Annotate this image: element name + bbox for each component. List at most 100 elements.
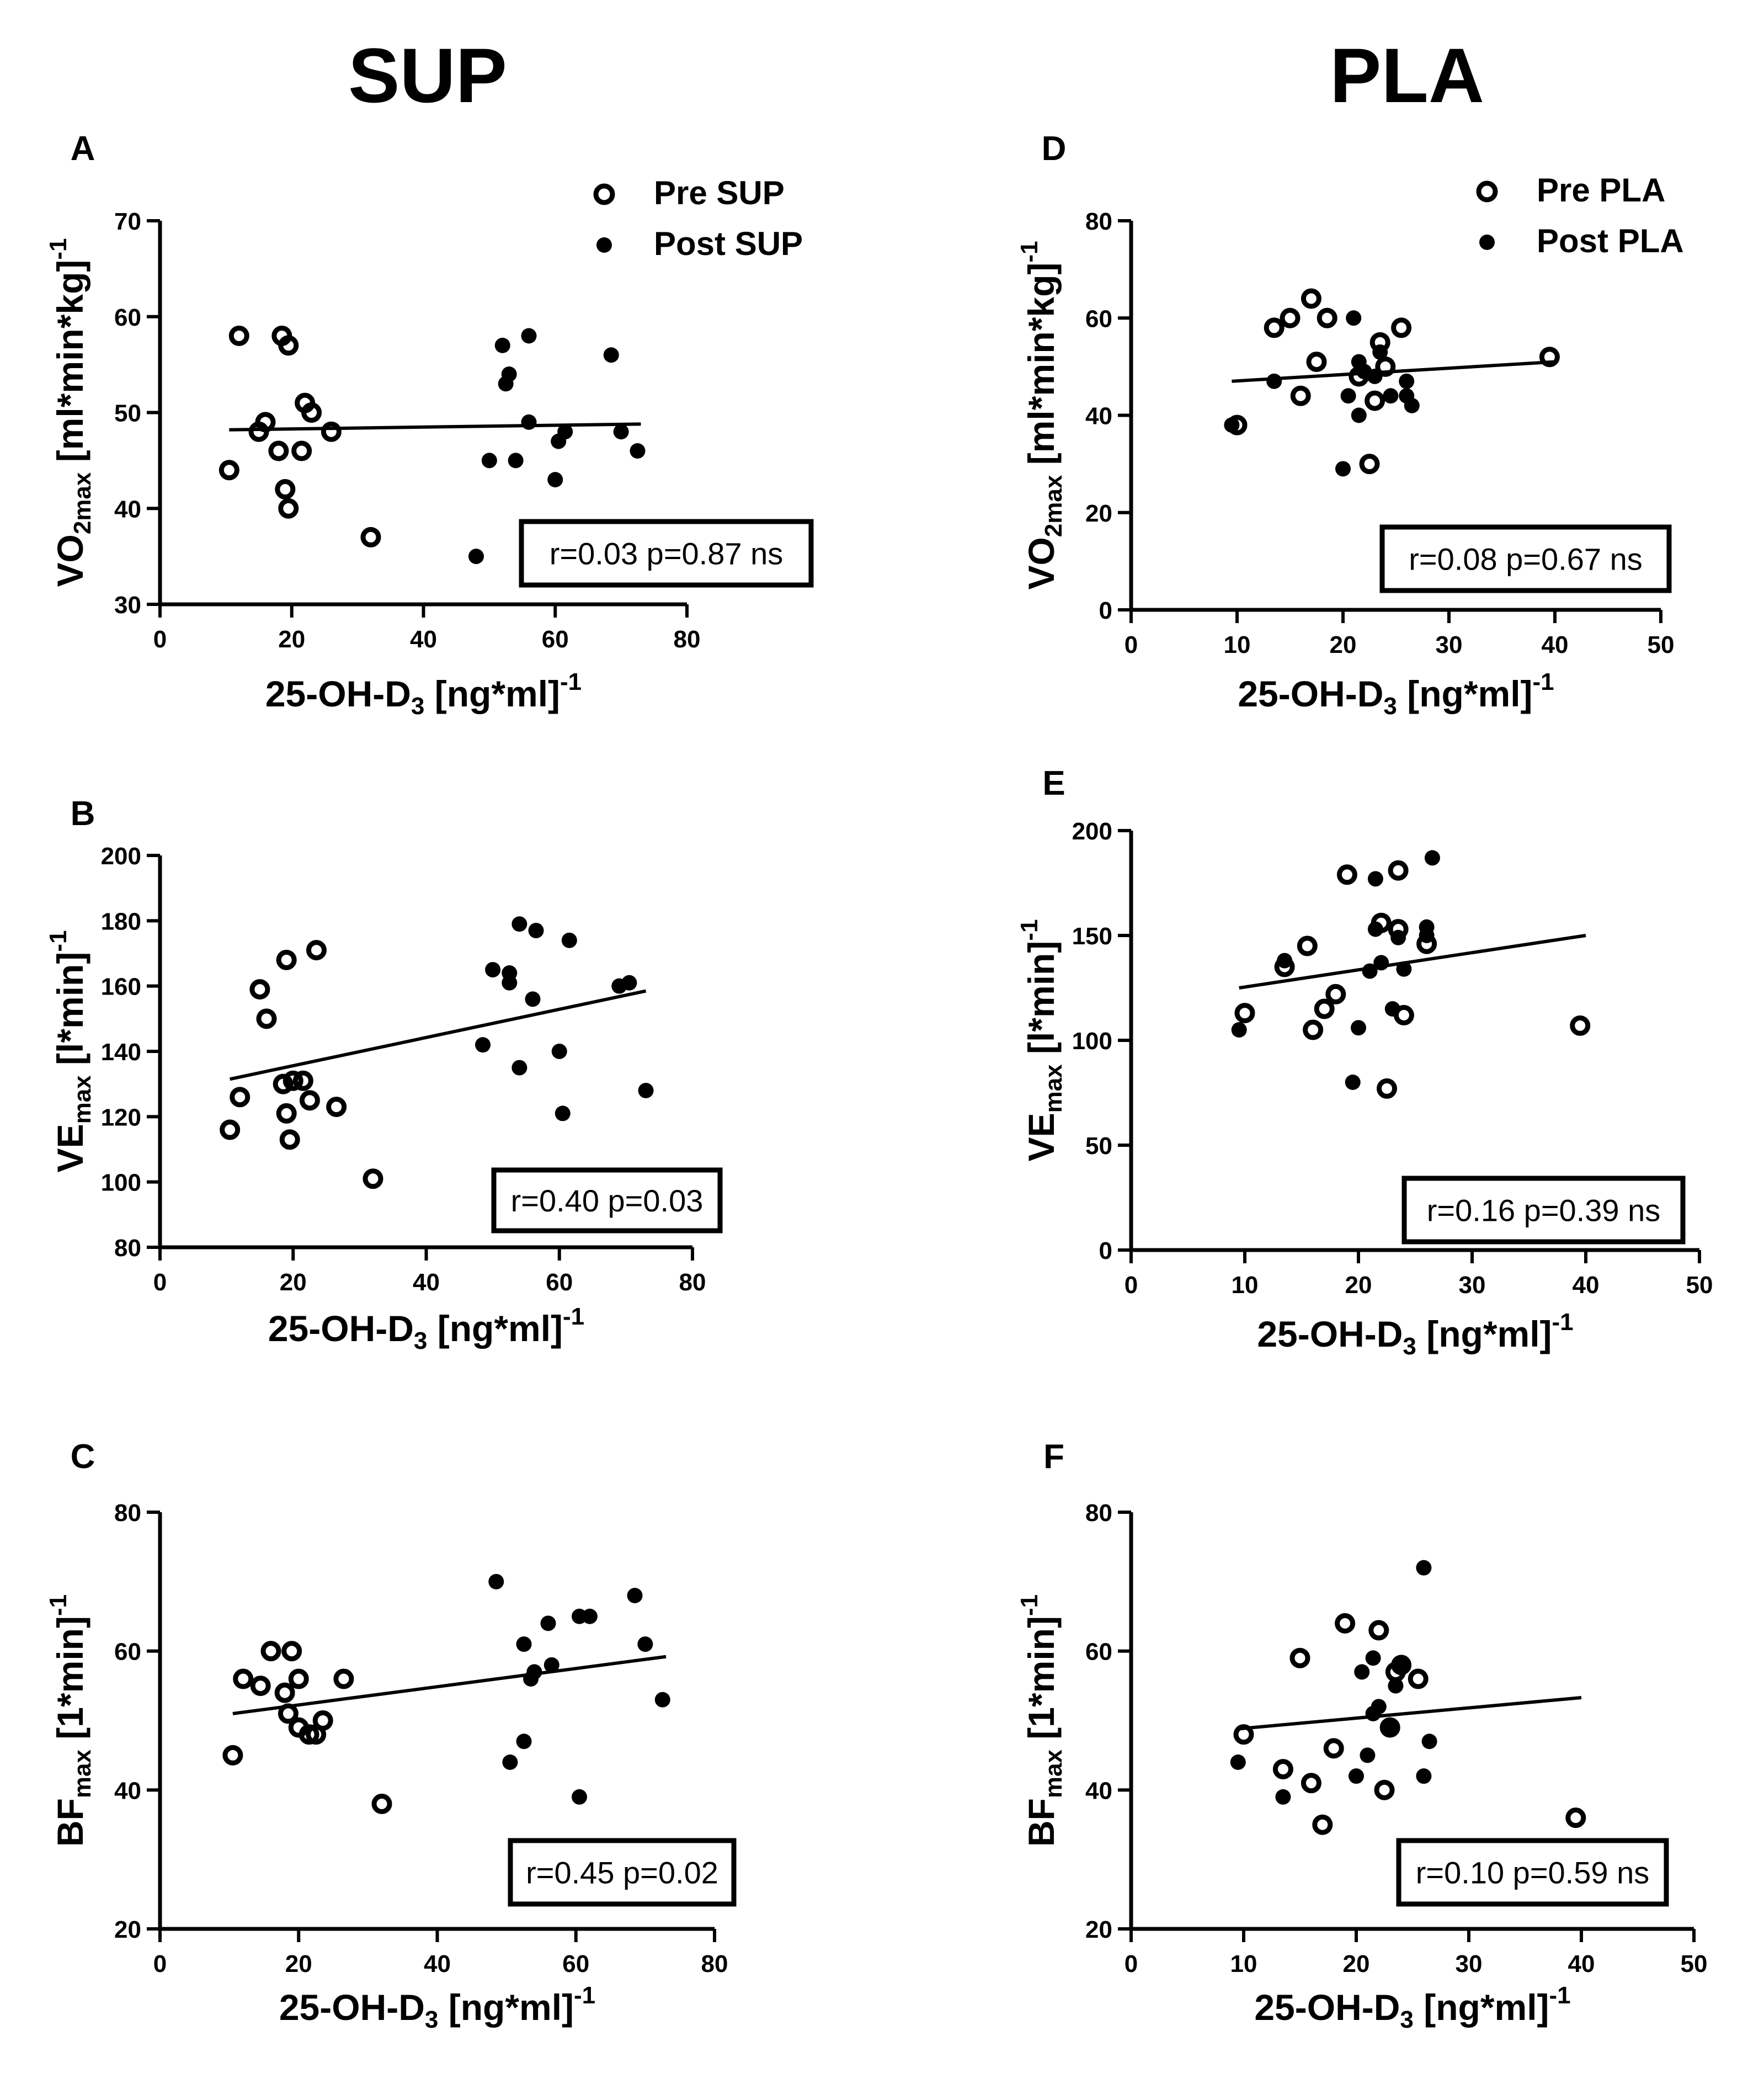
data-point-filled [501,366,517,382]
data-point-filled [561,932,577,948]
data-point-filled [475,1037,491,1053]
x-tick-label: 10 [1224,631,1251,658]
data-point-open [306,940,327,961]
stat-text: r=0.10 p=0.59 ns [1416,1855,1649,1890]
y-tick-label: 40 [114,496,141,523]
y-axis-label-main: VO [1021,537,1062,589]
x-tick-label: 80 [701,1950,728,1977]
y-axis-label-superscript: -1 [45,1594,72,1616]
data-point-open [321,421,342,442]
data-point-open [301,402,322,423]
data-point-open [1289,1647,1310,1668]
y-axis-label-main: BF [50,1798,90,1847]
data-point-filled [526,1664,542,1680]
data-point-open [1280,307,1301,328]
x-axis-label-subscript: 3 [1400,2006,1413,2033]
data-point-open [255,412,276,433]
data-point-filled [1372,344,1388,360]
x-tick-label: 80 [679,1269,706,1296]
y-axis-label-subscript: max [69,1750,96,1799]
legend-marker-open [1476,180,1498,203]
data-point-open [283,1070,303,1091]
y-tick-label: 30 [114,592,141,619]
y-axis-label-superscript: -1 [45,931,72,952]
y-axis-label: VO2max [ml*min*kg]-1 [1016,241,1067,589]
data-point-open [299,1090,320,1111]
y-tick-label: 20 [1085,1916,1112,1943]
x-axis-label-superscript: -1 [563,1303,584,1330]
x-axis-label-text: [ng*ml] [1397,673,1533,714]
x-tick-label: 20 [278,626,305,653]
panel-e: E 0 10 20 30 40 50 0 50 100 150 200 25-OH-D3 [ng*ml]… [1016,764,1713,1360]
data-point-filled [1371,1699,1387,1715]
data-point-open [274,1682,295,1703]
x-axis-label: 25-OH-D3 [ng*ml]-1 [1254,1982,1570,2033]
x-tick-label: 30 [1459,1272,1486,1299]
data-point-filled [603,347,619,363]
data-point-open [371,1794,392,1814]
x-axis-label-superscript: -1 [574,1982,595,2009]
y-tick-label: 40 [1085,403,1112,430]
x-axis-label: 25-OH-D3 [ng*ml]-1 [265,668,582,720]
y-tick-label: 0 [1099,597,1112,624]
y-axis-label-main: VE [1021,1113,1062,1161]
y-tick-label: 150 [1072,923,1112,950]
series-pre-sup [220,940,383,1189]
data-point-filled [468,549,484,565]
data-point-open [228,326,249,346]
y-axis-label-text: [ml*min*kg] [50,260,90,472]
x-axis-label-main: 25-OH-D [265,673,411,714]
y-tick-label: 100 [1072,1028,1112,1055]
data-point-open [1336,864,1357,885]
data-point-open [1374,1779,1395,1800]
x-axis-label-superscript: -1 [1533,668,1554,695]
data-point-filled [1396,961,1412,977]
data-point-filled [1388,1678,1404,1694]
data-point-open [256,1008,277,1029]
panel-label: E [1042,764,1065,802]
data-point-open [273,1073,294,1094]
data-point-filled [1335,461,1351,477]
data-point-filled [1382,1720,1398,1736]
x-axis-label: 25-OH-D3 [ng*ml]-1 [279,1982,595,2033]
data-point-open [1325,983,1346,1004]
data-point-open [276,949,297,970]
data-point-open [249,979,270,1000]
data-point-filled [1346,310,1362,326]
data-point-filled [1393,1657,1409,1673]
legend-marker-open [593,183,615,205]
data-point-open [1565,1807,1586,1828]
data-point-open [220,1119,241,1140]
x-tick-label: 30 [1456,1950,1483,1977]
x-axis-label-text: [ng*ml] [424,673,560,714]
y-axis-label: BFmax [1*min]-1 [45,1594,96,1847]
x-tick-label: 0 [153,1950,167,1977]
data-point-open [1233,1724,1254,1745]
series-post-pla [1224,310,1420,477]
x-tick-label: 50 [1648,631,1675,658]
data-point-open [278,335,299,356]
data-point-open [1323,1738,1344,1759]
data-point-filled [1416,1768,1432,1784]
y-axis-label-text: [ml*min*kg] [1021,263,1062,475]
regression-line [1238,1695,1582,1731]
x-tick-label: 0 [1125,631,1138,658]
data-point-filled [1340,388,1356,404]
data-point-filled [613,424,629,440]
data-point-filled [1362,963,1378,979]
panel-label: D [1042,130,1067,168]
x-tick-label: 80 [674,626,701,653]
data-point-filled [1230,1754,1246,1770]
data-point-open [1317,307,1337,328]
data-point-open [1375,356,1396,377]
data-point-open [218,460,239,481]
data-point-open [222,1745,243,1766]
data-point-open [1335,1613,1356,1634]
data-point-filled [1345,1075,1361,1090]
data-point-filled [1416,1560,1432,1576]
